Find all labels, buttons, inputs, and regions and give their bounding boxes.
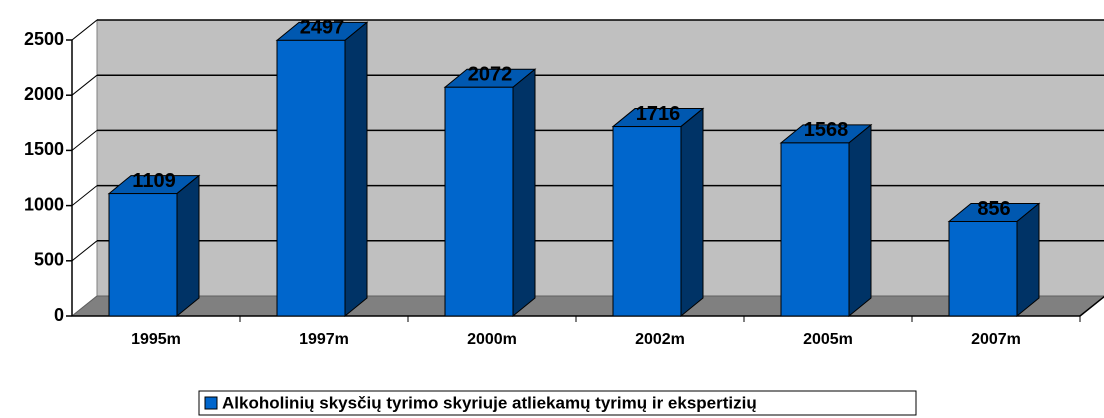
x-tick-label: 2005m	[803, 331, 853, 348]
bar-side	[1016, 202, 1040, 318]
y-tick-label: 2500	[24, 29, 64, 49]
y-tick-label: 500	[34, 250, 64, 270]
x-tick-label: 1997m	[299, 331, 349, 348]
bar-side	[680, 107, 704, 318]
value-label: 1109	[132, 170, 175, 192]
bar	[276, 39, 346, 317]
value-label: 856	[977, 198, 1010, 220]
bar-side	[344, 21, 368, 318]
bar	[612, 126, 682, 317]
y-tick-label: 2000	[24, 84, 64, 104]
value-label: 2497	[300, 17, 345, 39]
legend-swatch	[204, 396, 218, 410]
x-tick-label: 2007m	[971, 331, 1021, 348]
value-label: 1716	[636, 103, 681, 125]
bar	[444, 86, 514, 317]
grid-line-side	[71, 185, 98, 206]
y-tick-label: 1500	[24, 139, 64, 159]
grid-line-side	[71, 19, 98, 41]
value-label: 2072	[468, 64, 513, 86]
bar-side	[512, 68, 536, 318]
bar	[108, 193, 178, 317]
grid-line-side	[71, 240, 98, 262]
bar	[780, 142, 850, 317]
legend-label: Alkoholinių skysčių tyrimo skyriuje atli…	[222, 393, 757, 412]
legend-box	[198, 390, 917, 416]
y-tick-label: 0	[54, 305, 64, 325]
x-tick-label: 2002m	[635, 331, 685, 348]
x-axis-depth	[1079, 295, 1104, 317]
grid-line-side	[71, 74, 98, 96]
bar-side	[848, 123, 872, 318]
bar	[948, 220, 1018, 317]
bar-side	[176, 174, 200, 318]
x-tick-label: 1995m	[131, 331, 181, 348]
grid-line-side	[71, 130, 98, 151]
value-label: 1568	[804, 119, 849, 141]
x-tick-label: 2000m	[467, 331, 517, 348]
side-wall	[71, 18, 98, 318]
y-tick-label: 1000	[24, 194, 64, 214]
